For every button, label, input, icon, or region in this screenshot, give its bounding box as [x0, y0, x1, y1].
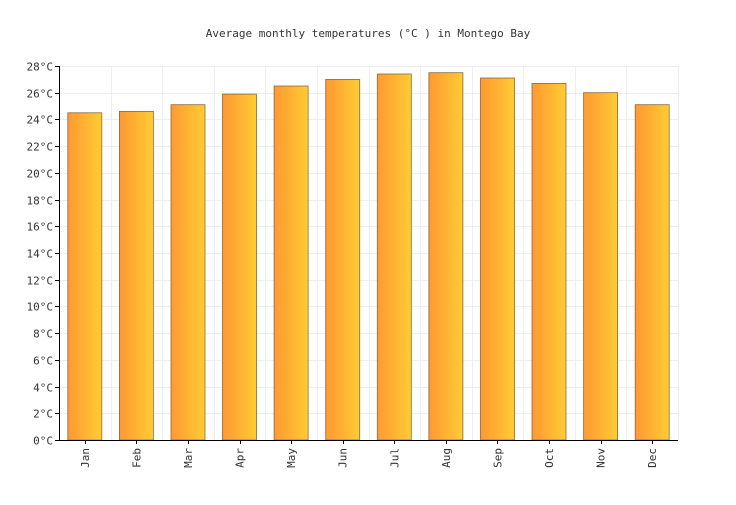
- x-tick-label: Jan: [79, 448, 92, 468]
- bar-dec: [634, 104, 670, 441]
- x-tick-label: Jul: [388, 448, 401, 468]
- x-axis-tick-labels: Jan Feb Mar Apr May Jun Jul Aug Sep Oct Nov Dec: [79, 448, 659, 468]
- x-tick-label: Mar: [182, 448, 195, 468]
- bar-mar: [170, 104, 206, 441]
- y-axis-tick-labels: 0°C 2°C 4°C 6°C 8°C 10°C 12°C 14°C 16°C 18°C 20°C 2…: [27, 61, 54, 448]
- y-tick-label: 2°C: [33, 408, 53, 421]
- x-tick-label: Sep: [491, 448, 504, 468]
- y-tick-label: 22°C: [27, 141, 54, 154]
- chart-title: Average monthly temperatures (°C ) in Mo…: [206, 27, 531, 40]
- bar-jun: [325, 79, 361, 441]
- x-tick-label: Apr: [234, 448, 247, 468]
- bar-aug: [428, 72, 464, 441]
- bar-series: [67, 72, 670, 441]
- x-tick-label: Dec: [646, 448, 659, 468]
- y-tick-label: 20°C: [27, 168, 54, 181]
- bar-feb: [119, 111, 154, 441]
- bar-jul: [376, 73, 412, 441]
- bar-sep: [480, 77, 515, 441]
- x-tick-label: May: [285, 448, 298, 468]
- y-tick-label: 14°C: [27, 248, 54, 261]
- y-tick-label: 6°C: [33, 355, 53, 368]
- bar-apr: [222, 93, 257, 441]
- x-tick-label: Jun: [337, 448, 350, 468]
- bar-jan: [67, 112, 103, 441]
- y-tick-label: 0°C: [33, 435, 53, 448]
- bar-oct: [531, 83, 567, 441]
- x-tick-label: Oct: [543, 448, 556, 468]
- y-tick-label: 18°C: [27, 195, 54, 208]
- y-tick-label: 16°C: [27, 221, 54, 234]
- bar-nov: [583, 92, 618, 441]
- y-tick-label: 28°C: [27, 61, 54, 74]
- grid-lines: [59, 66, 679, 440]
- y-tick-label: 10°C: [27, 301, 54, 314]
- y-tick-label: 4°C: [33, 382, 53, 395]
- bar-may: [273, 85, 309, 441]
- y-tick-label: 8°C: [33, 328, 53, 341]
- axes: [55, 66, 678, 444]
- y-tick-label: 12°C: [27, 275, 54, 288]
- x-tick-label: Nov: [595, 448, 608, 468]
- y-tick-label: 24°C: [27, 114, 54, 127]
- y-tick-label: 26°C: [27, 88, 54, 101]
- x-tick-label: Aug: [440, 448, 453, 468]
- x-tick-label: Feb: [130, 448, 143, 468]
